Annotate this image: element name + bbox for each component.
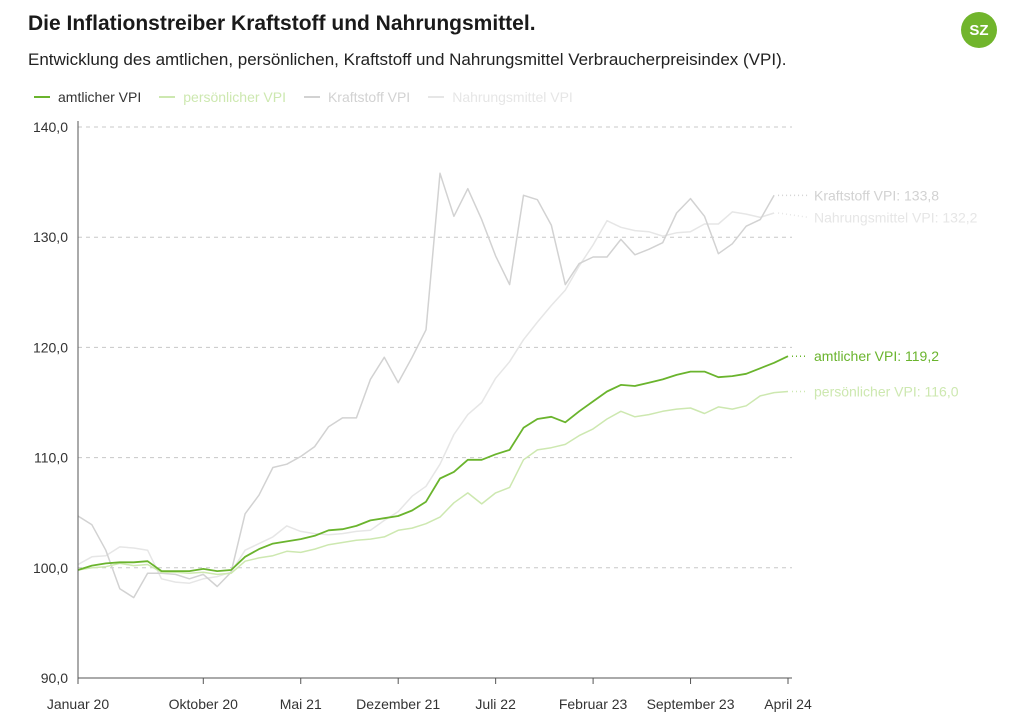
series-line-kraftstoff-vpi <box>77 172 775 599</box>
legend-label: persönlicher VPI <box>183 89 286 105</box>
label-layer: Kraftstoff VPI: 133,8 Nahrungsmittel VPI:… <box>777 187 978 399</box>
y-tick-label: 140,0 <box>33 119 68 135</box>
y-tick-label: 120,0 <box>33 339 68 355</box>
grid-layer <box>78 126 792 569</box>
legend-label: Nahrungsmittel VPI <box>452 89 573 105</box>
axis-layer: 90,0 100,0 110,0 120,0 130,0 140,0 Januar 20 Ok… <box>33 119 812 712</box>
end-label-leader <box>777 212 809 219</box>
legend-item[interactable]: amtlicher VPI <box>34 89 141 105</box>
legend-item[interactable]: Kraftstoff VPI <box>303 89 411 105</box>
x-tick-label: April 24 <box>764 696 812 712</box>
legend-item[interactable]: Nahrungsmittel VPI <box>428 89 573 105</box>
y-tick-label: 130,0 <box>33 229 68 245</box>
chart-legend: amtlicher VPI persönlicher VPI Kraftstoff … <box>34 89 573 105</box>
end-label: Kraftstoff VPI: 133,8 <box>814 187 939 203</box>
x-tick-label: Februar 23 <box>559 696 628 712</box>
legend-label: amtlicher VPI <box>58 89 142 105</box>
chart-subtitle: Entwicklung des amtlichen, persönlichen,… <box>28 50 787 69</box>
legend-swatch <box>428 96 445 98</box>
legend-swatch <box>303 96 320 98</box>
series-layer <box>77 172 789 599</box>
x-tick-label: September 23 <box>647 696 735 712</box>
legend-swatch <box>34 96 50 98</box>
y-tick-label: 110,0 <box>34 450 68 466</box>
sz-logo: SZ <box>961 12 997 48</box>
series-line-pers-nlicher-vpi <box>77 390 789 576</box>
end-label: persönlicher VPI: 116,0 <box>814 383 959 399</box>
y-tick-label: 90,0 <box>41 670 68 686</box>
y-tick-label: 100,0 <box>33 560 68 576</box>
x-tick-label: Januar 20 <box>47 696 109 712</box>
x-tick-label: Dezember 21 <box>356 696 440 712</box>
x-tick-label: Oktober 20 <box>169 696 238 712</box>
chart-title: Die Inflationstreiber Kraftstoff und Nah… <box>28 12 536 35</box>
series-line-amtlicher-vpi <box>77 355 789 572</box>
legend-label: Kraftstoff VPI <box>327 89 411 105</box>
legend-item[interactable]: persönlicher VPI <box>159 89 286 105</box>
legend-swatch <box>159 96 176 98</box>
x-tick-label: Juli 22 <box>475 696 516 712</box>
series-line-nahrungsmittel-vpi <box>77 211 775 584</box>
end-label: amtlicher VPI: 119,2 <box>814 348 939 364</box>
end-label: Nahrungsmittel VPI: 132,2 <box>814 209 978 225</box>
x-tick-label: Mai 21 <box>280 696 322 712</box>
